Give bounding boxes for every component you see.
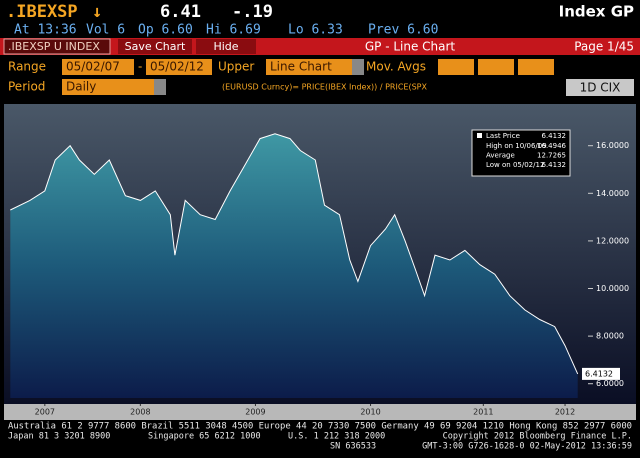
stat-value: 16.4946 — [537, 142, 566, 150]
x-tick-label: 2008 — [130, 408, 150, 417]
last-value-label: 6.4132 — [585, 369, 613, 378]
ma-field[interactable] — [478, 59, 514, 75]
area — [10, 133, 578, 399]
change: -.19 — [232, 2, 273, 22]
line — [10, 133, 579, 375]
x-tick-label: 2011 — [473, 408, 493, 417]
y-tick-label: 8.0000 — [596, 332, 624, 341]
legend-swatch — [477, 133, 482, 138]
high: Hi 6.69 — [206, 23, 261, 38]
last-value-box — [582, 367, 620, 380]
formula: (EURUSD Curncy)= PRICE(IBEX Index)) / PR… — [222, 83, 427, 92]
ma-field[interactable] — [518, 59, 554, 75]
prev: Prev 6.60 — [368, 23, 438, 38]
function: Index GP — [559, 3, 634, 21]
upper: Line Chart — [270, 60, 332, 74]
period-field[interactable] — [62, 79, 154, 95]
x-tick-label: 2010 — [360, 408, 380, 417]
period-label: Period — [8, 80, 45, 94]
header: .IBEXSP ↓ 6.41 -.19 Index GP — [6, 2, 634, 22]
page: Page 1/45 — [574, 40, 634, 54]
upper-label: Upper — [218, 60, 254, 74]
upper-field[interactable] — [266, 59, 352, 75]
dropdown-arrow[interactable] — [352, 59, 364, 75]
cix-button[interactable] — [566, 79, 634, 96]
legend — [471, 129, 571, 177]
arrow: ↓ — [92, 2, 102, 22]
start: 05/02/07 — [66, 60, 120, 74]
range-label: Range — [8, 60, 46, 74]
x-tick-label: 2009 — [245, 408, 265, 417]
y-tick-label: 14.0000 — [596, 189, 629, 198]
stat-label: High on 10/06/09 — [486, 142, 547, 150]
open: Op 6.60 — [138, 23, 193, 38]
footer-text: SN 636533 — [330, 442, 376, 452]
footer: Australia 61 2 9777 8600 Brazil 5511 304… — [8, 422, 632, 452]
settings: Range 05/02/07 - 05/02/12 Upper Line Cha… — [8, 59, 634, 96]
footer-line: Australia 61 2 9777 8600 Brazil 5511 304… — [8, 422, 632, 432]
low: Lo 6.33 — [288, 23, 343, 38]
x-tick-label: 2007 — [35, 408, 55, 417]
y-tick-label: 6.0000 — [596, 379, 624, 388]
footer-text: Japan 81 3 3201 8900 — [8, 432, 110, 442]
legend-value: 6.4132 — [542, 132, 567, 140]
y-tick-label: 12.0000 — [596, 236, 629, 245]
x-axis-band — [4, 404, 636, 420]
price: 6.41 — [160, 2, 201, 22]
toolbar-title: GP - Line Chart — [365, 40, 456, 54]
stat-value: 6.4132 — [542, 161, 567, 169]
dash: - — [138, 60, 142, 74]
security-field[interactable] — [3, 38, 111, 55]
volume: Vol 6 — [86, 23, 125, 38]
start-field[interactable] — [62, 59, 134, 75]
footer-text: Copyright 2012 Bloomberg Finance L.P. — [443, 432, 632, 442]
hide-label: Hide — [213, 40, 238, 53]
footer-text: Singapore 65 6212 1000 — [148, 432, 261, 442]
save-button[interactable] — [118, 39, 192, 54]
footer-text: U.S. 1 212 318 2000 — [288, 432, 385, 442]
legend-entries: Last Price 6.4132 High on 10/06/0916.494… — [477, 132, 567, 169]
save-label: Save Chart — [125, 40, 186, 53]
time: At 13:36 — [14, 23, 77, 38]
stat-label: Low on 05/02/12 — [486, 161, 544, 169]
hide-button[interactable] — [196, 39, 256, 54]
x-tick-label: 2012 — [555, 408, 575, 417]
ticker: .IBEXSP — [6, 2, 78, 22]
quote-line: At 13:36 Vol 6 Op 6.60 Hi 6.69 Lo 6.33 P… — [14, 23, 438, 38]
mov-avgs: Mov. Avgs — [366, 60, 426, 74]
end: 05/02/12 — [150, 60, 204, 74]
stat-label: Average — [486, 152, 515, 160]
ma-field[interactable] — [438, 59, 474, 75]
footer-text: GMT-3:00 G726-1628-0 02-May-2012 13:36:5… — [422, 442, 632, 452]
legend-label: Last Price — [486, 132, 520, 140]
period: Daily — [66, 80, 96, 94]
stat-value: 12.7265 — [537, 152, 566, 160]
end-field[interactable] — [146, 59, 212, 75]
y-tick-label: 10.0000 — [596, 284, 629, 293]
dropdown-arrow[interactable] — [154, 79, 166, 95]
cix: 1D CIX — [580, 81, 621, 95]
security: .IBEXSP U INDEX — [8, 40, 100, 53]
chart: 6.0000 8.0000 10.0000 12.0000 14.0000 16.0000… — [10, 133, 629, 417]
y-tick-label: 16.0000 — [596, 141, 629, 150]
